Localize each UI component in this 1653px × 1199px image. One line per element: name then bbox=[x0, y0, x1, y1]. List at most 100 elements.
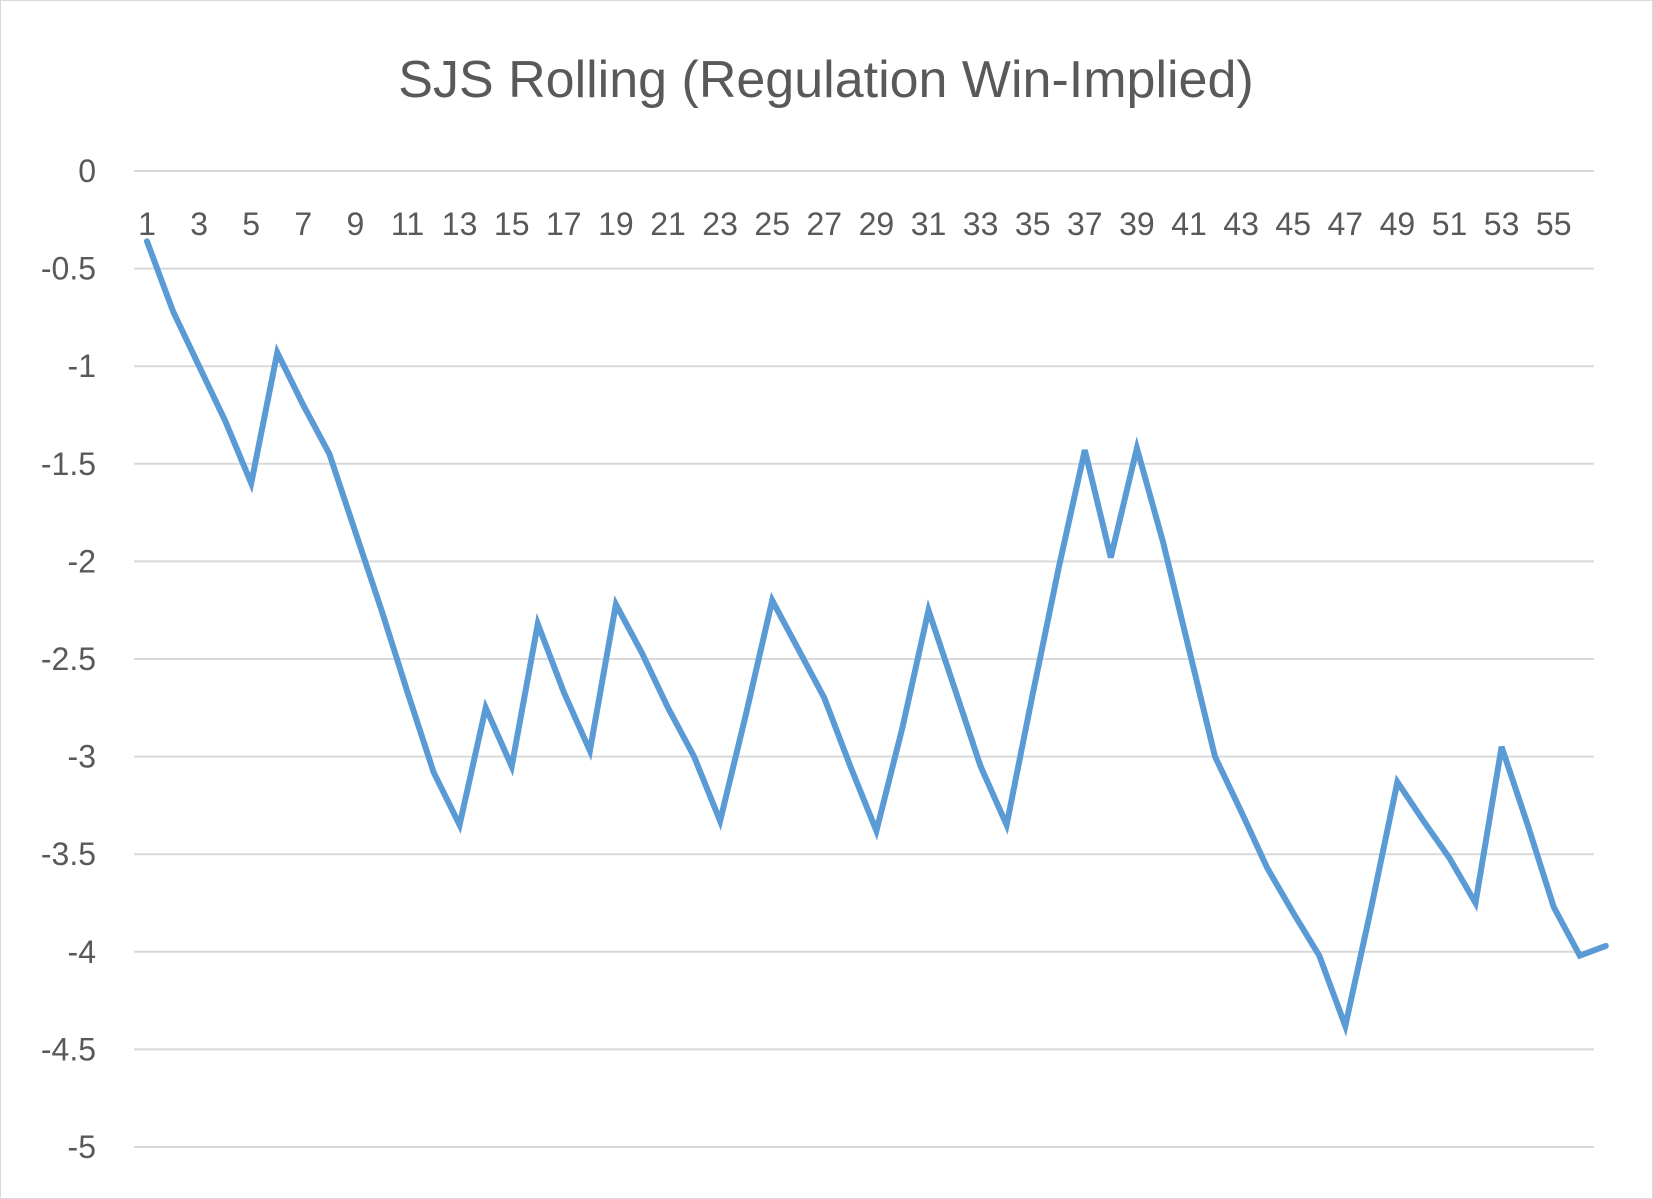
data-point bbox=[978, 763, 984, 769]
x-tick-label: 51 bbox=[1432, 206, 1468, 242]
data-point bbox=[900, 724, 906, 730]
data-point bbox=[561, 689, 567, 695]
x-tick-label: 15 bbox=[494, 206, 530, 242]
data-point bbox=[379, 607, 385, 613]
x-tick-label: 31 bbox=[911, 206, 947, 242]
y-tick-label: -3.5 bbox=[41, 836, 96, 872]
data-point bbox=[821, 695, 827, 701]
x-tick-label: 29 bbox=[859, 206, 895, 242]
data-point bbox=[1004, 822, 1010, 828]
data-point bbox=[717, 818, 723, 824]
y-tick-label: -1.5 bbox=[41, 446, 96, 482]
data-point bbox=[144, 238, 150, 244]
x-tick-label: 9 bbox=[347, 206, 365, 242]
data-point bbox=[352, 529, 358, 535]
x-tick-label: 25 bbox=[754, 206, 790, 242]
x-tick-label: 21 bbox=[650, 206, 686, 242]
data-point bbox=[1108, 555, 1114, 561]
x-tick-label: 27 bbox=[807, 206, 843, 242]
y-tick-label: -0.5 bbox=[41, 251, 96, 287]
x-tick-label: 45 bbox=[1275, 206, 1311, 242]
data-point bbox=[509, 763, 515, 769]
data-point bbox=[795, 646, 801, 652]
data-point bbox=[222, 418, 228, 424]
data-point bbox=[1394, 779, 1400, 785]
data-point bbox=[743, 711, 749, 717]
x-tick-label: 37 bbox=[1067, 206, 1103, 242]
x-tick-label: 17 bbox=[546, 206, 582, 242]
data-point bbox=[1056, 564, 1062, 570]
y-tick-label: -2.5 bbox=[41, 641, 96, 677]
y-tick-label: -4 bbox=[68, 934, 96, 970]
x-tick-label: 39 bbox=[1119, 206, 1155, 242]
data-point bbox=[274, 350, 280, 356]
data-point bbox=[483, 705, 489, 711]
data-point bbox=[769, 597, 775, 603]
y-tick-label: -4.5 bbox=[41, 1031, 96, 1067]
data-point bbox=[196, 363, 202, 369]
data-point bbox=[1290, 910, 1296, 916]
chart-title: SJS Rolling (Regulation Win-Implied) bbox=[398, 51, 1253, 109]
x-tick-label: 3 bbox=[190, 206, 208, 242]
x-tick-label: 49 bbox=[1380, 206, 1416, 242]
x-tick-label: 33 bbox=[963, 206, 999, 242]
y-tick-label: -5 bbox=[68, 1129, 96, 1165]
data-point bbox=[326, 451, 332, 457]
data-point bbox=[405, 689, 411, 695]
x-tick-label: 41 bbox=[1171, 206, 1207, 242]
data-point bbox=[1186, 646, 1192, 652]
x-tick-label: 5 bbox=[242, 206, 260, 242]
data-point bbox=[1525, 822, 1531, 828]
data-point bbox=[457, 822, 463, 828]
data-point bbox=[587, 748, 593, 754]
data-point bbox=[1134, 445, 1140, 451]
data-point bbox=[1603, 943, 1609, 949]
data-point bbox=[1160, 539, 1166, 545]
data-point bbox=[170, 309, 176, 315]
data-point bbox=[248, 480, 254, 486]
data-point bbox=[926, 607, 932, 613]
data-point bbox=[1264, 865, 1270, 871]
y-tick-label: -1 bbox=[68, 348, 96, 384]
data-point bbox=[300, 402, 306, 408]
data-point bbox=[1082, 447, 1088, 453]
data-point bbox=[639, 650, 645, 656]
x-tick-label: 11 bbox=[391, 206, 424, 242]
y-axis-tick-labels: 0 -0.5 -1 -1.5 -2 -2.5 -3 -3.5 -4 -4.5 -5 bbox=[41, 153, 96, 1165]
data-point bbox=[847, 763, 853, 769]
data-point bbox=[1499, 744, 1505, 750]
y-tick-label: 0 bbox=[78, 153, 96, 189]
data-point bbox=[1421, 818, 1427, 824]
x-tick-label: 19 bbox=[598, 206, 634, 242]
data-point bbox=[691, 754, 697, 760]
x-tick-label: 1 bbox=[138, 206, 156, 242]
data-point bbox=[952, 685, 958, 691]
y-tick-label: -2 bbox=[68, 543, 96, 579]
gridlines bbox=[134, 170, 1594, 1148]
x-tick-label: 55 bbox=[1536, 206, 1572, 242]
x-tick-label: 43 bbox=[1223, 206, 1259, 242]
data-point bbox=[1551, 904, 1557, 910]
data-point bbox=[873, 828, 879, 834]
data-point bbox=[1368, 904, 1374, 910]
data-point bbox=[1212, 754, 1218, 760]
x-tick-label: 23 bbox=[702, 206, 738, 242]
data-point bbox=[613, 601, 619, 607]
x-tick-label: 35 bbox=[1015, 206, 1051, 242]
data-point bbox=[1238, 808, 1244, 814]
x-tick-label: 53 bbox=[1484, 206, 1520, 242]
x-axis-tick-labels: 1 3 5 7 9 11 13 15 17 19 21 23 25 27 29 31 33 35 37 39 41 43 4… bbox=[138, 206, 1571, 242]
data-point bbox=[1342, 1023, 1348, 1029]
data-point bbox=[1030, 691, 1036, 697]
data-point bbox=[665, 705, 671, 711]
data-point bbox=[1577, 953, 1583, 959]
series-line bbox=[144, 238, 1609, 1037]
data-point bbox=[1473, 900, 1479, 906]
data-point bbox=[535, 621, 541, 627]
data-point bbox=[431, 769, 437, 775]
data-point bbox=[1316, 953, 1322, 959]
series-layer bbox=[144, 238, 1609, 1037]
data-point bbox=[1447, 855, 1453, 861]
